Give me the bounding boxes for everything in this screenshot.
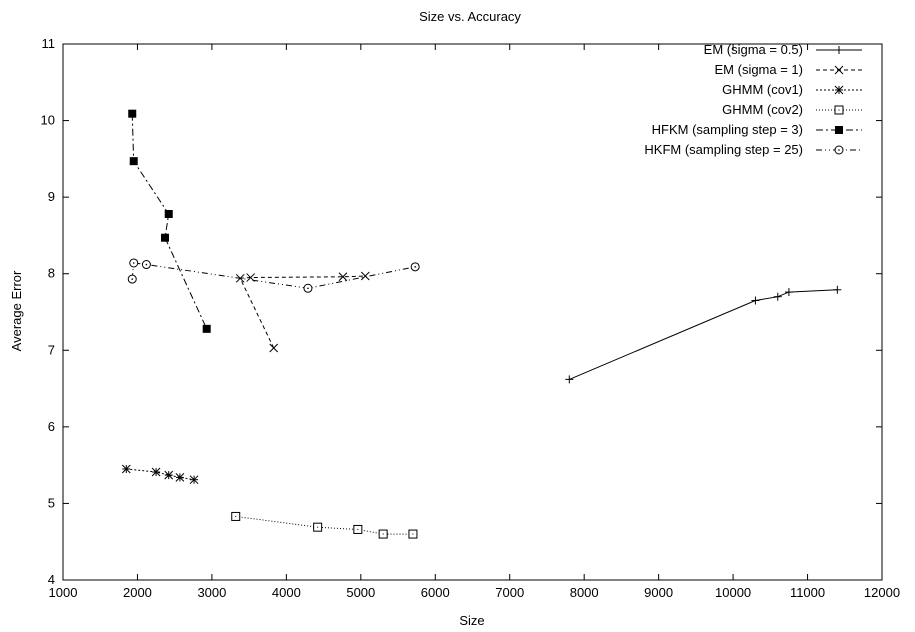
data-point bbox=[161, 233, 170, 242]
data-point bbox=[231, 511, 241, 521]
legend-marker bbox=[834, 85, 844, 95]
data-point bbox=[751, 296, 760, 305]
data-point bbox=[378, 529, 388, 539]
data-point bbox=[410, 262, 420, 272]
data-point bbox=[151, 467, 161, 477]
data-point bbox=[129, 258, 139, 268]
data-point bbox=[127, 274, 137, 284]
x-tick-label: 6000 bbox=[421, 585, 450, 600]
legend-label: EM (sigma = 0.5) bbox=[704, 42, 803, 57]
legend-label: GHMM (cov2) bbox=[722, 102, 803, 117]
data-point bbox=[773, 292, 782, 301]
data-point bbox=[164, 209, 173, 218]
x-tick-label: 8000 bbox=[570, 585, 599, 600]
legend-label: HKFM (sampling step = 25) bbox=[644, 142, 803, 157]
x-tick-label: 1000 bbox=[49, 585, 78, 600]
series-line-3 bbox=[126, 468, 195, 481]
y-tick-label: 8 bbox=[48, 266, 55, 281]
legend-label: HFKM (sampling step = 3) bbox=[652, 122, 803, 137]
y-tick-label: 4 bbox=[48, 572, 55, 587]
x-tick-label: 9000 bbox=[644, 585, 673, 600]
data-point bbox=[128, 109, 137, 118]
legend-marker bbox=[835, 126, 843, 134]
x-tick-label: 12000 bbox=[864, 585, 900, 600]
y-axis-label: Average Error bbox=[9, 270, 24, 351]
legend-marker bbox=[834, 105, 844, 115]
data-point bbox=[303, 283, 313, 293]
x-tick-label: 5000 bbox=[346, 585, 375, 600]
legend-label: GHMM (cov1) bbox=[722, 82, 803, 97]
data-point bbox=[833, 285, 842, 294]
legend-marker bbox=[834, 65, 844, 75]
plot-frame bbox=[62, 43, 883, 581]
legend-marker bbox=[835, 46, 843, 54]
y-tick-label: 7 bbox=[48, 342, 55, 357]
x-tick-label: 10000 bbox=[715, 585, 751, 600]
data-point bbox=[360, 271, 370, 281]
data-point bbox=[269, 343, 279, 353]
data-point bbox=[141, 260, 151, 270]
data-point bbox=[408, 529, 418, 539]
data-point bbox=[129, 157, 138, 166]
data-point bbox=[784, 288, 793, 297]
y-tick-label: 9 bbox=[48, 189, 55, 204]
x-tick-label: 2000 bbox=[123, 585, 152, 600]
data-point bbox=[164, 470, 174, 480]
series-group bbox=[121, 109, 842, 539]
data-point bbox=[189, 475, 199, 485]
x-tick-label: 3000 bbox=[197, 585, 226, 600]
data-point bbox=[353, 524, 363, 534]
x-tick-label: 11000 bbox=[790, 585, 825, 600]
series-line-6 bbox=[131, 262, 416, 289]
y-tick-label: 11 bbox=[42, 36, 56, 51]
series-line-2 bbox=[239, 275, 366, 349]
data-point bbox=[202, 324, 211, 333]
y-tick-label: 5 bbox=[48, 495, 55, 510]
series-line-5 bbox=[131, 113, 208, 330]
data-point bbox=[338, 272, 348, 282]
x-tick-label: 4000 bbox=[272, 585, 301, 600]
legend-marker bbox=[834, 145, 844, 155]
data-point bbox=[175, 473, 185, 482]
chart-title: Size vs. Accuracy bbox=[419, 9, 521, 24]
axis-ticks: 1000 2000 3000 4000 5000 6000 7000 8000 9000 1000… bbox=[41, 36, 901, 600]
data-point bbox=[313, 522, 323, 532]
y-tick-label: 6 bbox=[48, 419, 55, 434]
legend: EM (sigma = 0.5) EM (sigma = 1) GHMM (cov1… bbox=[644, 42, 862, 157]
x-axis-label: Size bbox=[459, 613, 484, 628]
legend-label: EM (sigma = 1) bbox=[715, 62, 804, 77]
series-line-1 bbox=[569, 289, 838, 380]
x-tick-label: 7000 bbox=[495, 585, 524, 600]
data-point bbox=[121, 464, 131, 474]
data-point bbox=[565, 375, 574, 384]
y-tick-label: 10 bbox=[41, 113, 55, 128]
